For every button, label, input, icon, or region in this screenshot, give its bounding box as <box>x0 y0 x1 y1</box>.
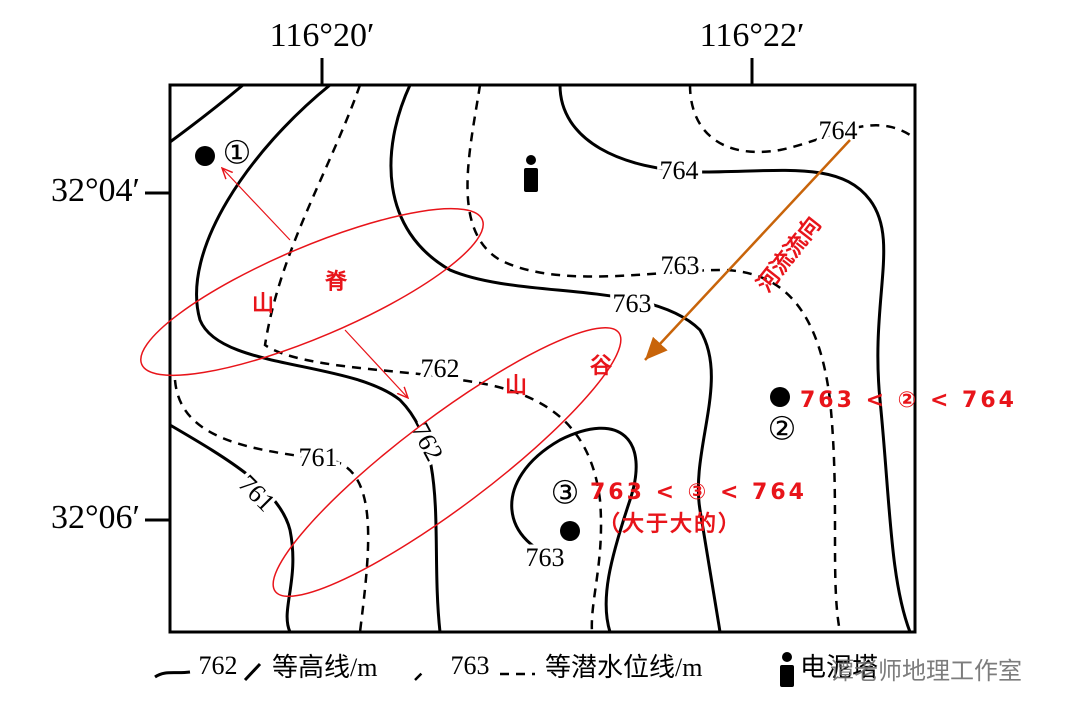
contour-label: 764 <box>660 156 699 185</box>
watermark: 谭老师地理工作室 <box>830 657 1022 685</box>
contour-label: 763 <box>613 289 652 318</box>
lat-label: 32°06′ <box>51 499 140 536</box>
contour-label: 764 <box>819 116 858 145</box>
ticks <box>145 58 754 522</box>
lon-label: 116°20′ <box>270 17 375 54</box>
legend-value: 762 <box>199 651 238 680</box>
ridge-label: 脊 <box>324 269 348 295</box>
lat-label: 32°04′ <box>51 172 140 209</box>
valley-label: 山 <box>505 374 527 399</box>
contour-label: 762 <box>421 354 460 383</box>
legend: 762 等高线/m 763 等潜水位线/m 电泥塔 <box>154 651 878 687</box>
ridge-label: 山 <box>252 292 274 317</box>
point-label: ② <box>768 410 797 446</box>
legend-text: 等高线/m <box>272 653 377 682</box>
contour-label: 761 <box>299 443 338 472</box>
point-label: ③ <box>551 474 580 510</box>
river-label: 河流流向 <box>752 212 827 297</box>
map-frame <box>168 83 917 634</box>
point-dot <box>195 146 215 166</box>
point-dot <box>560 521 580 541</box>
point3-note: 763 < ③ < 764 <box>590 480 807 505</box>
tower-icon <box>524 155 538 192</box>
lon-label: 116°22′ <box>700 17 805 54</box>
contour-label: 763 <box>661 251 700 280</box>
point3-note: （大于大的） <box>598 511 742 537</box>
contour-label: 763 <box>526 543 565 572</box>
point-label: ① <box>223 134 252 170</box>
valley-label: 谷 <box>590 354 613 379</box>
point-dot <box>770 387 790 407</box>
legend-text: 等潜水位线/m <box>545 653 702 682</box>
contour-label: 762 <box>405 418 449 466</box>
annotations <box>140 139 851 598</box>
legend-text: 电泥塔 <box>800 653 878 682</box>
point2-note: 763 < ② < 764 <box>800 388 1017 413</box>
contour-label: 761 <box>233 469 281 517</box>
legend-value: 763 <box>451 651 490 680</box>
